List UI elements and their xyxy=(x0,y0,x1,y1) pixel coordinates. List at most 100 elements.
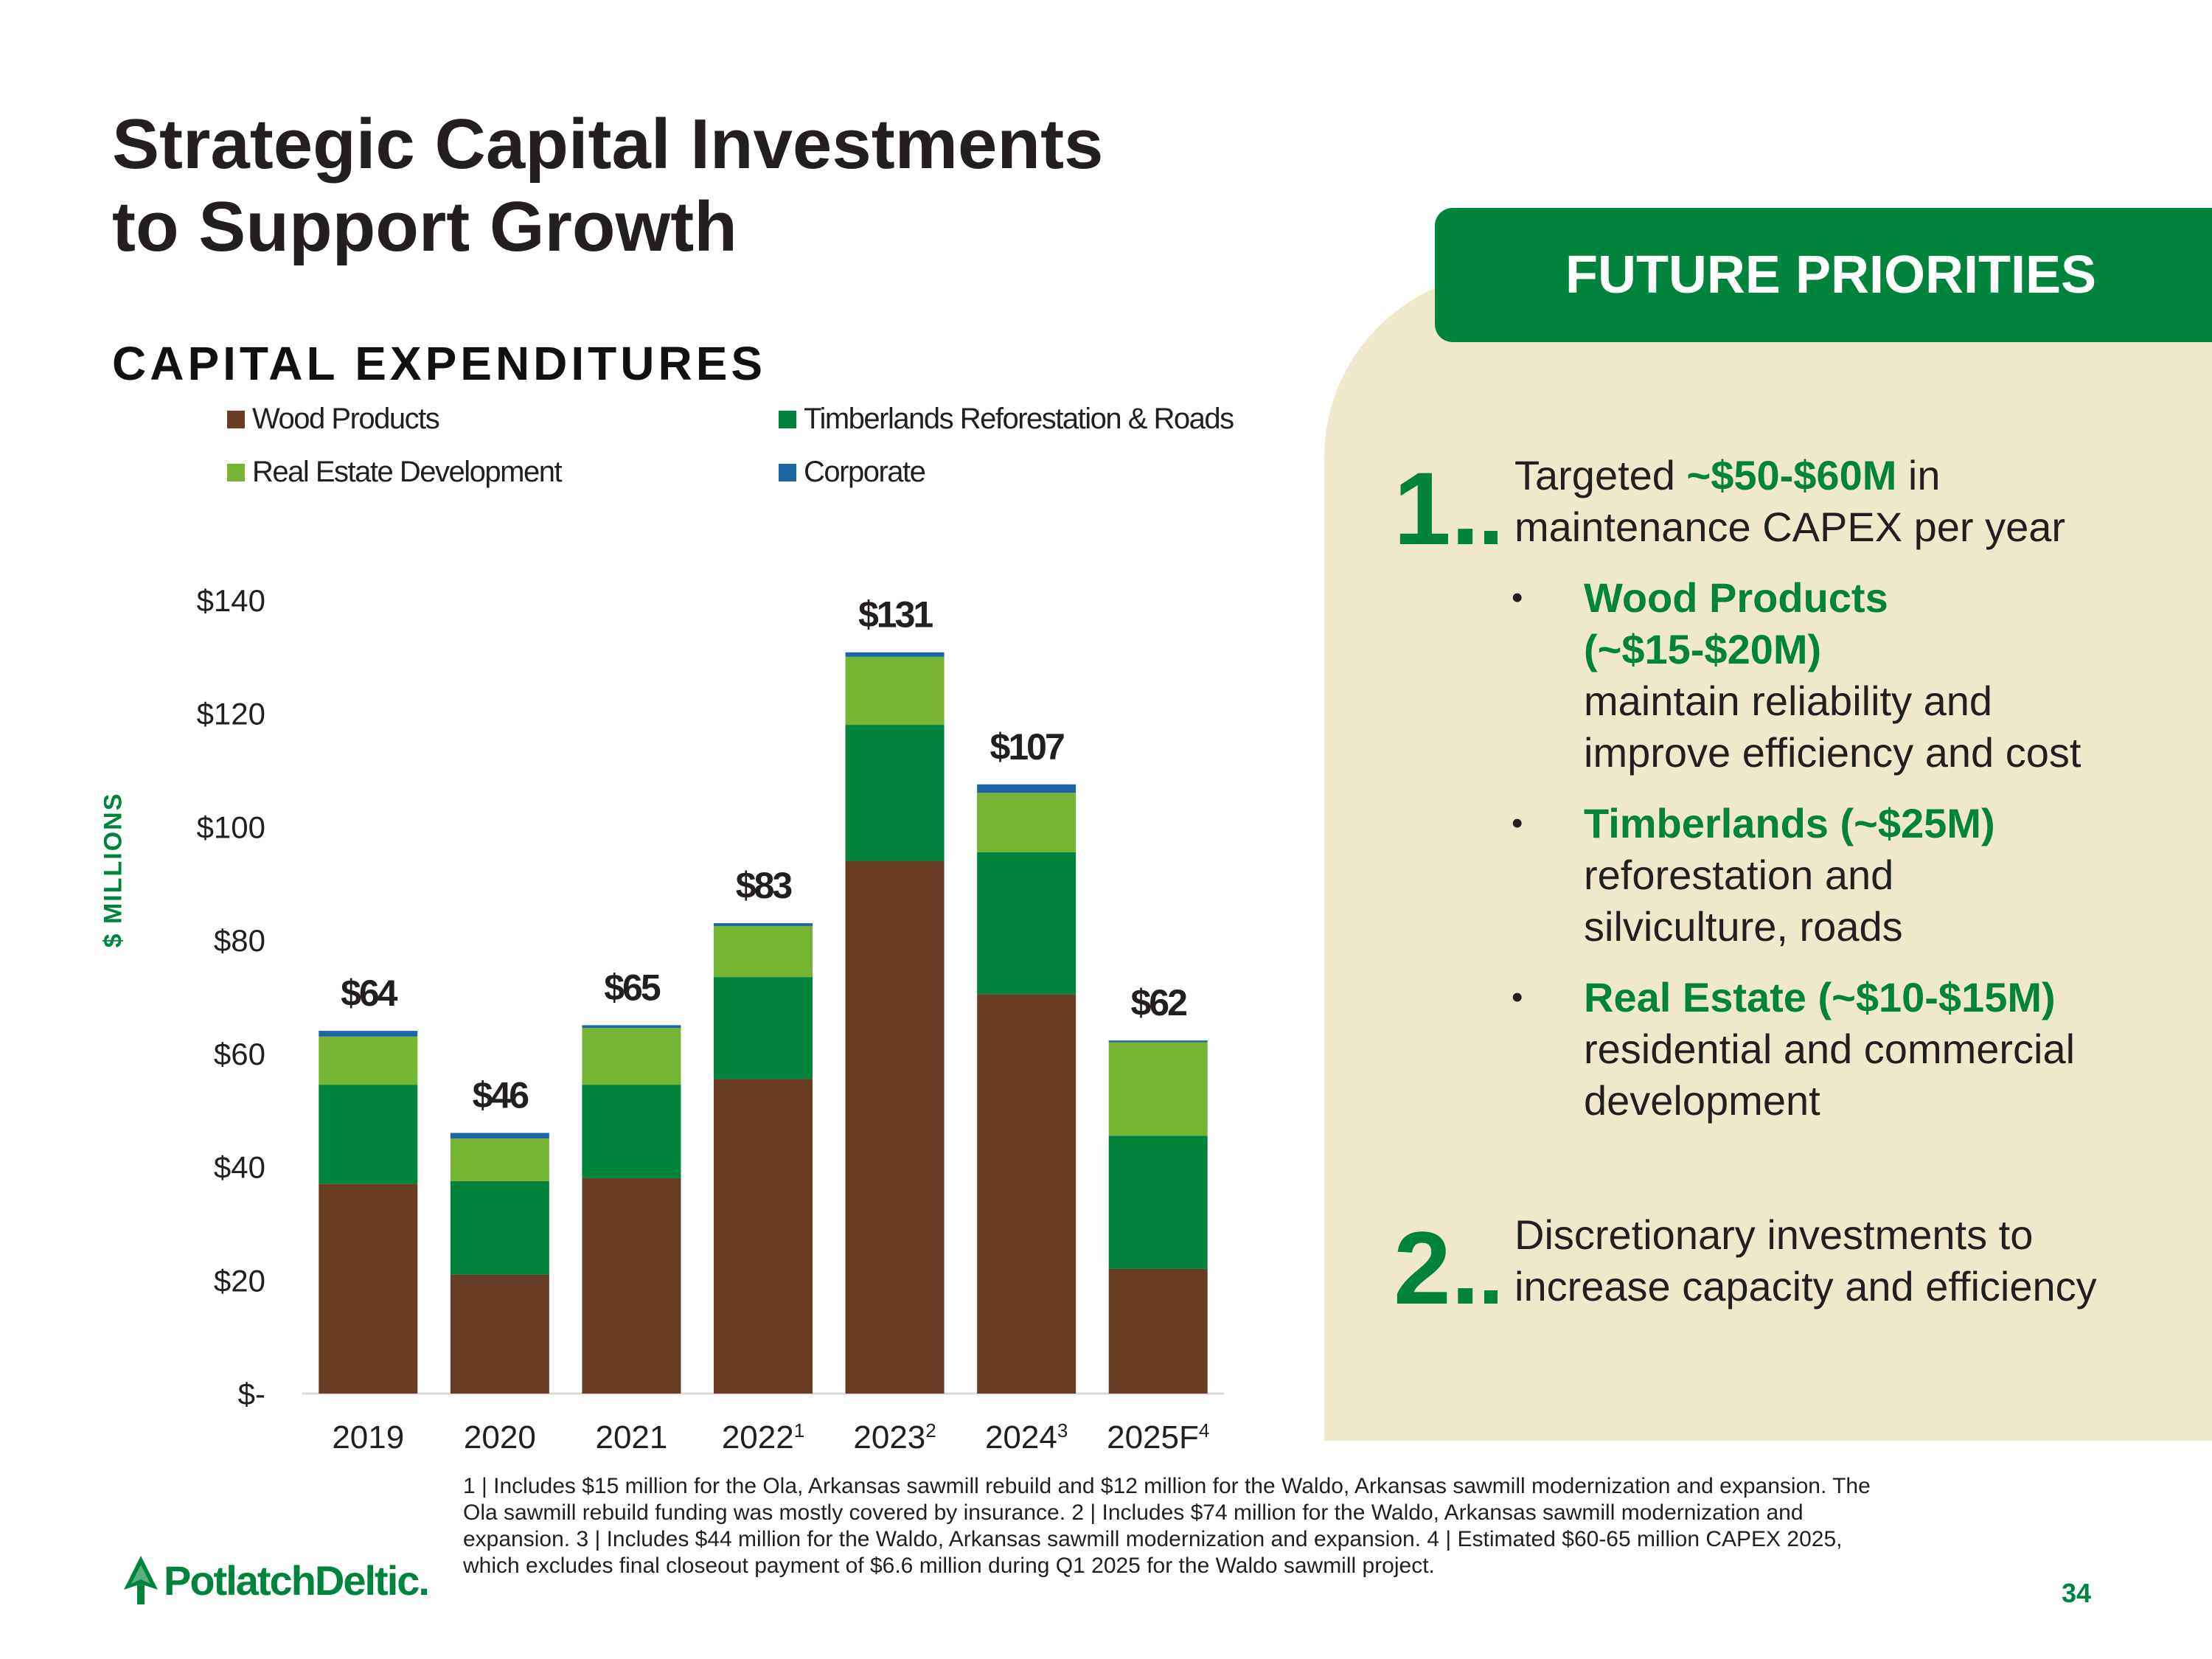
bar-segment xyxy=(714,1079,813,1394)
legend-swatch xyxy=(779,463,796,481)
bar-segment xyxy=(1108,1042,1208,1136)
x-tick-label: 2020 xyxy=(464,1419,536,1455)
legend-label: Wood Products xyxy=(252,403,440,435)
bullet-desc: residential and commercial development xyxy=(1584,1026,2076,1124)
priority-number-2-text: 2. xyxy=(1394,1210,1480,1326)
bar-total-label: $65 xyxy=(604,967,661,1008)
bar-total-label: $107 xyxy=(990,726,1064,768)
bar-segment xyxy=(714,977,813,1079)
bar-segment xyxy=(582,1178,681,1394)
y-tick-label: $80 xyxy=(214,923,265,958)
priority-2-text: Discretionary investments to increase ca… xyxy=(1514,1211,2097,1310)
x-tick-label: 2019 xyxy=(332,1419,404,1455)
bullet-desc: reforestation and silviculture, roads xyxy=(1584,852,1903,950)
slide-title-line2: to Support Growth xyxy=(112,187,737,266)
x-tick-label: 20221 xyxy=(722,1419,804,1455)
bar-segment xyxy=(714,923,813,926)
priority-number-2: 2. xyxy=(1394,1217,1498,1320)
logo-text: PotlatchDeltic. xyxy=(164,1557,430,1604)
bullet-marker: • xyxy=(1512,580,1523,616)
bar-segment xyxy=(977,784,1077,793)
y-tick-label: $140 xyxy=(197,583,265,618)
company-logo: PotlatchDeltic. xyxy=(118,1556,430,1604)
bar-total-label: $46 xyxy=(473,1074,529,1116)
footnote: 1 | Includes $15 million for the Ola, Ar… xyxy=(463,1474,1871,1578)
bar-segment xyxy=(450,1138,549,1181)
y-tick-label: $- xyxy=(238,1377,265,1411)
bar-segment xyxy=(319,1085,418,1184)
bar-segment xyxy=(319,1183,418,1394)
bullet-head: Timberlands (~$25M) xyxy=(1584,800,1995,846)
bar-segment xyxy=(450,1274,549,1394)
bar-segment xyxy=(845,652,945,657)
legend-item-timberlands: Timberlands Reforestation & Roads xyxy=(779,403,1234,436)
legend-swatch xyxy=(227,410,245,428)
bar-total-label: $83 xyxy=(736,865,792,906)
bar-segment xyxy=(450,1133,549,1139)
priority-number-1-text: 1. xyxy=(1394,451,1480,566)
x-tick-label: 20243 xyxy=(985,1419,1068,1455)
bar-segment xyxy=(714,925,813,978)
slide-title: Strategic Capital Investments to Support… xyxy=(112,103,1103,268)
bar-segment xyxy=(1108,1040,1208,1043)
legend-swatch xyxy=(779,410,796,428)
legend-item-wood-products: Wood Products xyxy=(227,403,440,436)
legend-label: Corporate xyxy=(804,456,926,488)
slide-title-line1: Strategic Capital Investments xyxy=(112,105,1104,184)
legend-swatch xyxy=(227,463,245,481)
x-tick-label: 2025F4 xyxy=(1107,1419,1209,1455)
capex-chart: $- $20 $40 $60 $80 $100 $120 $140 $64 2019 $46 2020… xyxy=(197,583,1224,1455)
legend-item-corporate: Corporate xyxy=(779,456,926,489)
priority-1-text: Targeted ~$50-$60M in maintenance CAPEX … xyxy=(1514,450,2134,553)
priority-1-highlight: ~$50-$60M xyxy=(1686,452,1897,498)
x-tick-superscript: 1 xyxy=(794,1419,804,1441)
bar-segment xyxy=(582,1025,681,1029)
bullet-marker: • xyxy=(1512,805,1523,841)
bar-segment xyxy=(582,1028,681,1085)
bar-segment xyxy=(977,793,1077,853)
bar-segment xyxy=(977,994,1077,1394)
bar-segment xyxy=(319,1036,418,1085)
priorities-header-title: FUTURE PRIORITIES xyxy=(1565,246,2097,305)
y-tick-label: $100 xyxy=(197,810,265,844)
bar-total-label: $62 xyxy=(1130,982,1186,1023)
priority-bullet-wood-products: • Wood Products (~$15-$20M) maintain rel… xyxy=(1512,572,2175,779)
legend-label: Real Estate Development xyxy=(252,456,563,488)
y-tick-label: $40 xyxy=(214,1150,265,1185)
bar-segment xyxy=(845,860,945,1394)
x-tick-superscript: 4 xyxy=(1199,1419,1209,1441)
x-tick-label: 2021 xyxy=(595,1419,667,1455)
bar-segment xyxy=(582,1085,681,1178)
bar-segment xyxy=(1108,1268,1208,1394)
legend-item-real-estate: Real Estate Development xyxy=(227,456,563,489)
priority-bullet-timberlands: • Timberlands (~$25M) reforestation and … xyxy=(1512,798,2175,953)
bar-segment xyxy=(319,1031,418,1037)
x-tick-superscript: 3 xyxy=(1057,1419,1068,1441)
tree-icon xyxy=(124,1556,158,1604)
bar-segment xyxy=(977,852,1077,995)
y-tick-label: $60 xyxy=(214,1037,265,1071)
x-tick-superscript: 2 xyxy=(925,1419,936,1441)
bullet-head: Wood Products (~$15-$20M) xyxy=(1584,574,1888,672)
page-number: 34 xyxy=(2062,1578,2092,1608)
bullet-marker: • xyxy=(1512,979,1523,1015)
y-tick-label: $120 xyxy=(197,697,265,731)
priorities-panel xyxy=(1324,273,2212,1441)
priority-1-text-post: in maintenance CAPEX per year xyxy=(1514,452,2066,550)
chart-legend: Wood Products Timberlands Reforestation … xyxy=(227,403,1296,513)
bar-total-label: $131 xyxy=(858,594,933,636)
priority-bullet-real-estate: • Real Estate (~$10-$15M) residential an… xyxy=(1512,972,2175,1127)
number-dot xyxy=(1484,531,1498,544)
bullet-head: Real Estate (~$10-$15M) xyxy=(1584,974,2056,1020)
bar-segment xyxy=(1108,1135,1208,1269)
legend-label: Timberlands Reforestation & Roads xyxy=(804,403,1234,435)
y-tick-label: $20 xyxy=(214,1263,265,1298)
priorities-header: FUTURE PRIORITIES xyxy=(1435,208,2212,342)
chart-title: CAPITAL EXPENDITURES xyxy=(112,337,767,390)
bar-segment xyxy=(845,656,945,726)
priority-number-1: 1. xyxy=(1394,457,1498,560)
bullet-desc: maintain reliability and improve efficie… xyxy=(1584,678,2081,776)
number-dot xyxy=(1484,1290,1498,1304)
bar-segment xyxy=(450,1180,549,1275)
priority-1-text-pre: Targeted xyxy=(1514,452,1687,498)
